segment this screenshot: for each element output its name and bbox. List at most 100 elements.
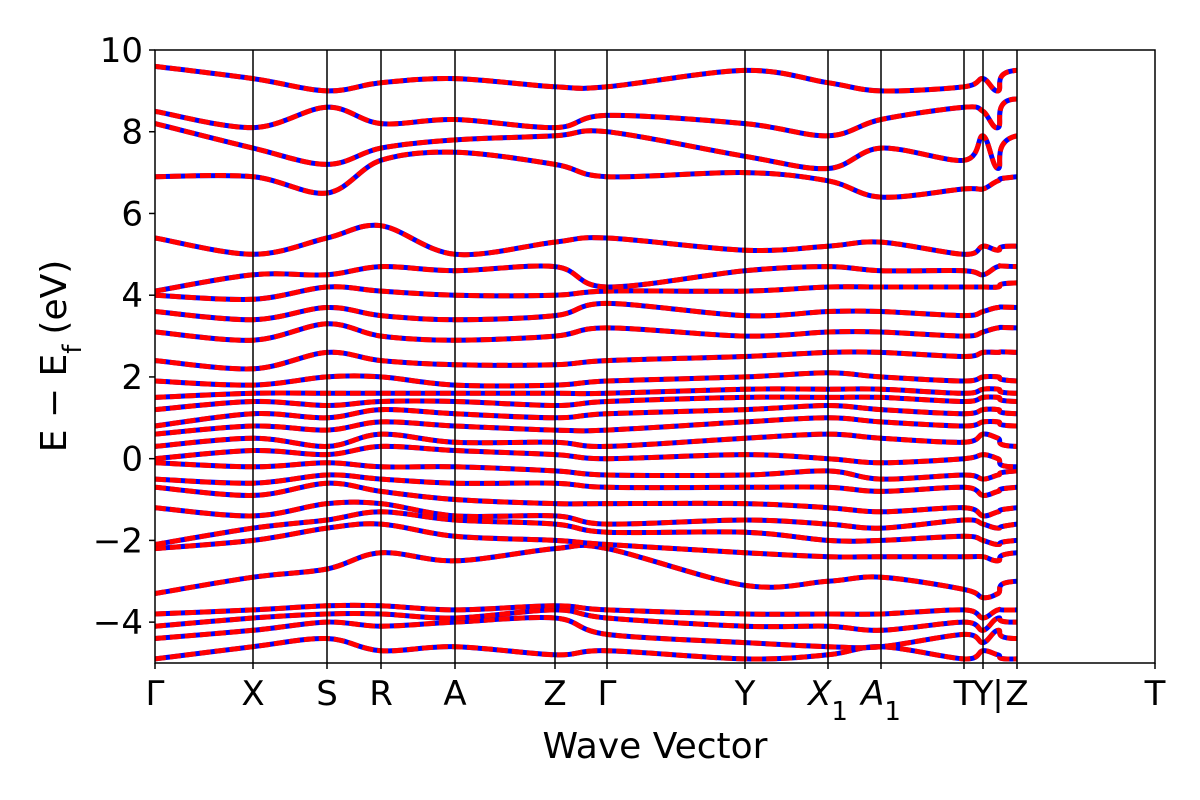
band-2-dashed — [155, 607, 1018, 633]
x-tick-label-main: Γ — [598, 674, 617, 714]
band-23-dashed — [155, 222, 1018, 258]
x-tick-label-main: R — [369, 674, 393, 714]
bands-layer — [155, 63, 1018, 662]
band-0 — [155, 635, 1018, 662]
y-tick-label: 0 — [121, 440, 143, 480]
x-tick-label: A — [443, 674, 466, 714]
y-tick-label: 8 — [121, 113, 143, 153]
band-20-dashed — [155, 300, 1018, 323]
band-15-dashed — [155, 394, 1018, 413]
x-tick-label: Y — [734, 674, 756, 714]
x-tick-label-main: A — [859, 674, 884, 714]
band-11-dashed — [155, 443, 1018, 470]
band-21-dashed — [155, 280, 1018, 303]
band-26-dashed — [155, 96, 1018, 139]
band-6-dashed — [155, 509, 1018, 547]
band-15 — [155, 394, 1018, 413]
x-tick-label-main: Z — [1005, 674, 1028, 714]
band-24-dashed — [155, 149, 1018, 200]
band-11 — [155, 443, 1018, 470]
band-2 — [155, 607, 1018, 633]
x-tick-label-main: X — [806, 674, 832, 714]
x-tick-label: Γ — [598, 674, 617, 714]
band-25-dashed — [155, 121, 1018, 172]
band-5 — [155, 521, 1018, 564]
symmetry-lines — [252, 50, 1018, 663]
x-tick-label-main: | — [992, 674, 1003, 714]
x-tick-label-main: Γ — [146, 674, 165, 714]
band-23-solid — [155, 222, 1018, 258]
band-19 — [155, 321, 1018, 343]
band-24 — [155, 149, 1018, 200]
band-14 — [155, 403, 1018, 429]
band-19-dashed — [155, 321, 1018, 343]
x-tick-label-main: T — [1144, 674, 1166, 714]
band-18 — [155, 349, 1018, 372]
band-27 — [155, 63, 1018, 94]
y-axis: −4 −2 0 2 4 6 8 10 — [93, 31, 155, 643]
x-tick-label-main: X — [241, 674, 264, 714]
band-5-dashed — [155, 521, 1018, 564]
band-9-dashed — [155, 472, 1018, 498]
y-tick-label: −4 — [93, 603, 143, 643]
y-tick-label: 4 — [121, 276, 143, 316]
band-1-dashed — [155, 615, 1018, 651]
x-tick-label-main: T — [953, 674, 975, 714]
band-0-dashed — [155, 635, 1018, 662]
band-13-dashed — [155, 415, 1018, 437]
band-8-dashed — [155, 480, 1018, 519]
y-tick-label: 10 — [100, 31, 143, 71]
x-tick-label: | — [992, 674, 1003, 714]
plot-frame — [154, 49, 1156, 664]
band-12 — [155, 431, 1018, 449]
band-10-dashed — [155, 460, 1018, 482]
band-3-dashed — [155, 602, 1018, 621]
x-tick-label: Y — [972, 674, 994, 714]
band-4 — [155, 542, 1018, 601]
x-tick-label: R — [369, 674, 393, 714]
y-axis-label-subscript: f — [58, 344, 88, 354]
x-tick-label-main: A — [443, 674, 466, 714]
band-9 — [155, 472, 1018, 498]
band-6 — [155, 509, 1018, 547]
band-8 — [155, 480, 1018, 519]
band-7 — [155, 499, 1018, 531]
x-tick-label: X — [241, 674, 264, 714]
y-axis-label: E − Ef (eV) — [34, 260, 88, 453]
band-23 — [155, 222, 1018, 258]
band-22 — [155, 263, 1018, 294]
band-14-dashed — [155, 403, 1018, 429]
band-20 — [155, 300, 1018, 323]
band-27-dashed — [155, 63, 1018, 94]
band-22-dashed — [155, 263, 1018, 294]
x-tick-label-main: Y — [734, 674, 756, 714]
x-tick-label-main: Z — [543, 674, 566, 714]
band-18-dashed — [155, 349, 1018, 372]
y-tick-label: 6 — [121, 194, 143, 234]
x-axis: Γ X S R A Z Γ Y X1 A1 TY| Z T — [146, 663, 1166, 727]
x-tick-label: X1 — [806, 674, 848, 727]
y-axis-label-main: E − E — [34, 354, 75, 453]
x-axis-label: Wave Vector — [543, 726, 768, 767]
band-7-dashed — [155, 499, 1018, 531]
band-21 — [155, 280, 1018, 303]
band-25 — [155, 121, 1018, 172]
band-3 — [155, 602, 1018, 621]
x-tick-label: Z — [1005, 674, 1028, 714]
x-tick-label: A1 — [859, 674, 901, 727]
band-1 — [155, 615, 1018, 651]
y-tick-label: −2 — [93, 521, 143, 561]
band-27-solid — [155, 63, 1018, 94]
x-tick-label-subscript: 1 — [831, 697, 848, 727]
band-17 — [155, 370, 1018, 389]
band-10 — [155, 460, 1018, 482]
band-17-dashed — [155, 370, 1018, 389]
y-tick-label: 2 — [121, 358, 143, 398]
y-axis-label-unit: (eV) — [34, 260, 75, 335]
x-tick-label-main: Y — [972, 674, 994, 714]
x-tick-label: Γ — [146, 674, 165, 714]
x-tick-label: T — [953, 674, 975, 714]
band-4-dashed — [155, 542, 1018, 601]
x-tick-label: S — [316, 674, 338, 714]
